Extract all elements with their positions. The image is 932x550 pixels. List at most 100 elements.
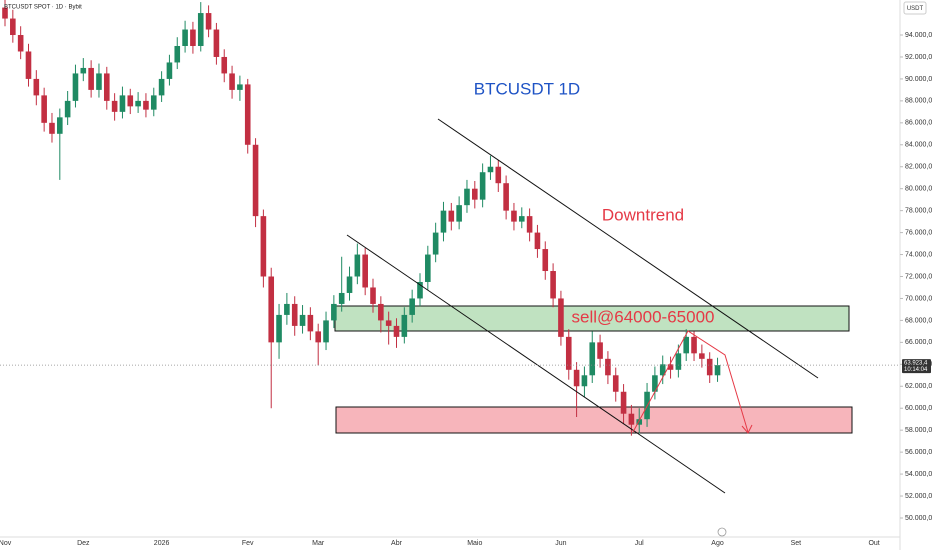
candle-body xyxy=(401,314,408,337)
candle-body xyxy=(636,419,643,425)
candle-body xyxy=(2,7,8,19)
y-tick-label: 74.000,0 xyxy=(905,251,932,258)
sell-zone xyxy=(334,305,850,332)
candle-body xyxy=(511,210,517,222)
candle-body xyxy=(260,216,267,277)
candle-body xyxy=(370,287,376,304)
candle-body xyxy=(338,292,345,304)
candle-body xyxy=(573,369,580,387)
candle-body xyxy=(143,100,149,110)
candle-body xyxy=(409,298,415,315)
candle-body xyxy=(25,51,32,79)
candle-body xyxy=(205,13,212,30)
price-axis xyxy=(900,0,932,550)
currency-box xyxy=(903,1,927,15)
x-tick-label: Nov xyxy=(0,540,12,547)
candle-body xyxy=(597,342,603,359)
annotation: sell@64000-65000 xyxy=(572,307,715,326)
candle-body xyxy=(33,78,40,96)
x-tick-label: Ago xyxy=(711,540,724,547)
candle-body xyxy=(487,166,494,173)
candle-body xyxy=(103,73,110,101)
y-tick-label: 54.000,0 xyxy=(905,471,932,478)
candle-body xyxy=(667,364,674,370)
candle-body xyxy=(378,303,384,321)
candle-body xyxy=(362,254,368,288)
countdown: 10:14:04 xyxy=(904,367,928,373)
candle-body xyxy=(190,29,196,46)
settings-icon[interactable] xyxy=(717,527,727,537)
candle-body xyxy=(111,100,118,112)
y-tick-label: 52.000,0 xyxy=(905,493,932,500)
candle-body xyxy=(213,29,220,57)
x-tick-label: Mar xyxy=(312,540,325,547)
candle-body xyxy=(440,210,447,233)
candle-body xyxy=(558,298,564,337)
candle-body xyxy=(659,364,666,376)
candle-body xyxy=(299,314,306,326)
y-tick-label: 82.000,0 xyxy=(905,164,932,171)
y-tick-label: 72.000,0 xyxy=(905,273,932,280)
candle-body xyxy=(346,276,353,293)
candle-body xyxy=(652,375,658,392)
candle-body xyxy=(456,205,462,222)
candle-body xyxy=(526,216,533,233)
candle-body xyxy=(354,254,361,277)
candle-body xyxy=(479,172,486,200)
y-tick-label: 94.000,0 xyxy=(905,32,932,39)
chart-title: BTCUSDT 1D xyxy=(474,79,580,98)
y-tick-label: 62.000,0 xyxy=(905,383,932,390)
candle-body xyxy=(323,320,329,343)
candles xyxy=(2,0,721,436)
upper-trendline xyxy=(437,118,819,379)
candle-body xyxy=(628,413,635,425)
y-tick-label: 50.000,0 xyxy=(905,515,932,522)
y-tick-label: 66.000,0 xyxy=(905,339,932,346)
x-tick-label: Dez xyxy=(77,540,90,547)
symbol-header: BTCUSDT SPOT · 1D · Bybit xyxy=(4,5,82,11)
candle-body xyxy=(252,144,259,217)
annotation: Downtrend xyxy=(602,205,684,224)
candle-body xyxy=(291,303,298,326)
x-tick-label: Fev xyxy=(242,540,254,547)
candle-body xyxy=(88,67,94,90)
x-tick-label: 2026 xyxy=(154,540,170,547)
candle-body xyxy=(237,84,243,90)
candle-body xyxy=(119,95,126,112)
lower-trendline xyxy=(346,234,726,494)
candle-body xyxy=(80,67,87,74)
candle-body xyxy=(393,325,400,337)
candle-body xyxy=(589,342,596,376)
candle-body xyxy=(158,78,165,96)
candle-body xyxy=(605,358,611,376)
candle-body xyxy=(699,353,705,359)
candle-body xyxy=(612,375,619,392)
candle-body xyxy=(150,95,157,110)
candle-body xyxy=(64,100,71,118)
candle-body xyxy=(565,336,572,370)
y-tick-label: 80.000,0 xyxy=(905,186,932,193)
candle-body xyxy=(221,56,228,74)
candle-body xyxy=(495,166,502,184)
candle-body xyxy=(49,122,55,134)
candle-body xyxy=(417,281,423,299)
candle-body xyxy=(96,73,102,90)
candle-body xyxy=(127,95,134,107)
candle-body xyxy=(174,45,181,63)
candle-body xyxy=(503,183,509,211)
currency: USDT xyxy=(907,6,924,12)
candle-body xyxy=(229,73,235,90)
y-tick-label: 76.000,0 xyxy=(905,229,932,236)
y-tick-label: 88.000,0 xyxy=(905,98,932,105)
candle-body xyxy=(10,18,16,36)
x-tick-label: Maio xyxy=(467,540,482,547)
candle-body xyxy=(472,188,478,200)
candle-body xyxy=(706,358,713,376)
candle-body xyxy=(683,336,690,354)
candle-body xyxy=(542,249,549,272)
candle-body xyxy=(675,353,682,370)
candle-body xyxy=(57,117,63,134)
x-tick-label: Jul xyxy=(635,540,644,547)
